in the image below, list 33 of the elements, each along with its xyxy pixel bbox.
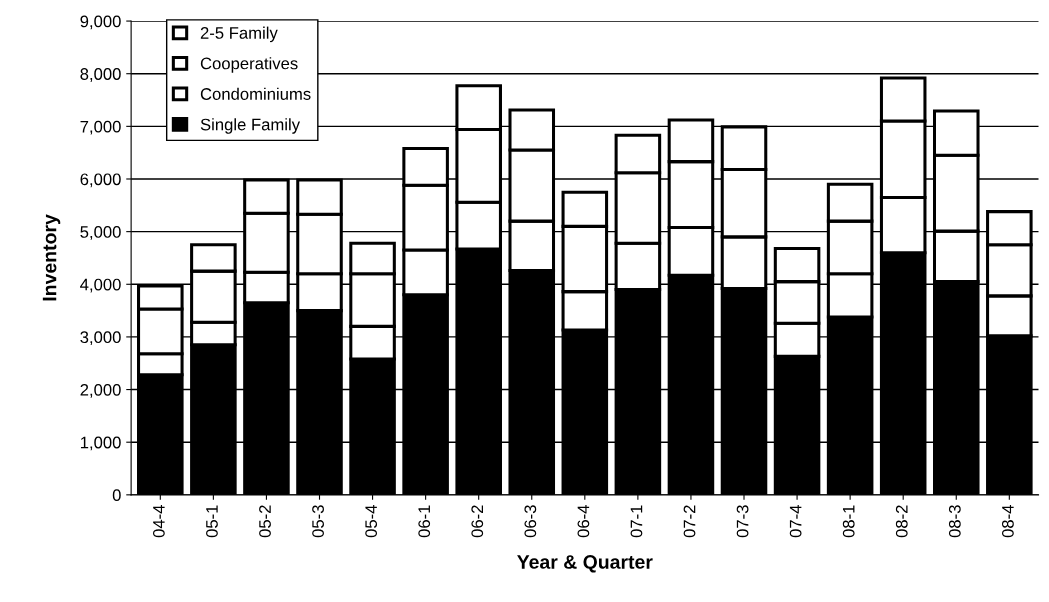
x-tick-label: 06-4 [577, 505, 590, 538]
y-tick-label: 1,000 [80, 436, 121, 451]
y-tick-label: 5,000 [80, 226, 121, 240]
x-tick-label: 05-3 [312, 505, 324, 538]
y-tick-label: 6,000 [80, 173, 121, 188]
x-tick-label: 07-3 [736, 505, 749, 538]
y-tick-label: 3,000 [80, 331, 121, 346]
legend-label: Condominiums [200, 87, 311, 100]
y-tick-label: 2,000 [80, 383, 121, 398]
x-tick-label: 08-4 [1002, 505, 1014, 538]
x-tick-label: 07-2 [683, 505, 696, 538]
y-tick-label: 8,000 [80, 68, 121, 82]
x-tick-label: 07-1 [630, 505, 643, 538]
x-tick-label: 06-2 [471, 505, 484, 538]
y-tick-label: 0 [112, 489, 121, 502]
x-tick-label: 05-2 [259, 505, 271, 538]
x-axis-title: Year & Quarter [517, 555, 653, 573]
x-tick-label: 05-4 [365, 505, 378, 538]
x-tick-label: 05-1 [206, 505, 218, 538]
legend-label: Cooperatives [200, 57, 298, 73]
x-tick-label: 08-2 [895, 505, 908, 538]
y-tick-label: 4,000 [80, 278, 121, 293]
x-tick-label: 06-1 [418, 505, 431, 538]
y-tick-label: 7,000 [80, 120, 121, 135]
y-axis-title: Inventory [42, 214, 61, 301]
x-tick-label: 08-1 [842, 505, 855, 538]
y-tick-label: 9,000 [80, 15, 121, 30]
x-tick-label: 08-3 [948, 505, 961, 538]
legend-label: Single Family [200, 118, 301, 134]
x-tick-label: 07-4 [789, 505, 802, 538]
x-tick-label: 06-3 [524, 505, 537, 538]
x-tick-label: 04-4 [152, 505, 165, 538]
legend-label: 2-5 Family [200, 26, 278, 43]
